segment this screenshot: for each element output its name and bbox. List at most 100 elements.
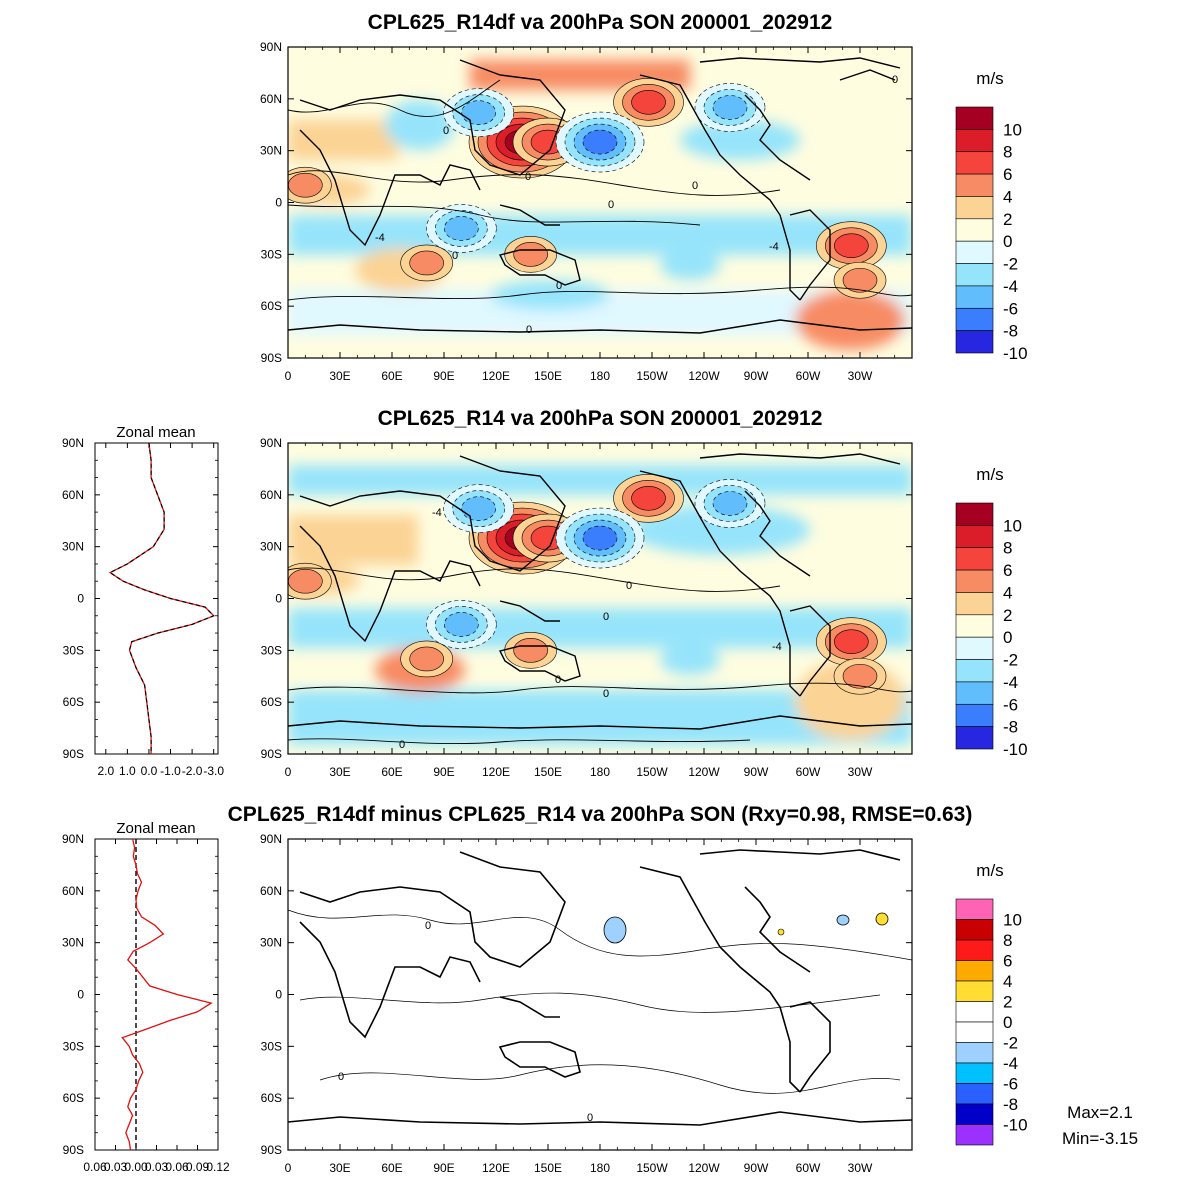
bottom-colorbar-label: 2 — [1003, 993, 1012, 1012]
top-positive-contour — [288, 172, 323, 198]
middle-zonal-x-label: -1.0 — [160, 764, 181, 778]
bottom-lat-label: 30N — [260, 936, 282, 950]
middle-zonal-x-label: -2.0 — [182, 764, 203, 778]
middle-zonal-lat-label: 0 — [77, 592, 84, 606]
middle-zonal-mean-frame — [94, 442, 219, 755]
top-colorbar: m/s 10 8 6 4 2 0 -2 -4 -6 -8 -10 — [955, 69, 1028, 363]
top-lat-label: 60N — [260, 92, 282, 106]
middle-lat-label: 60S — [261, 695, 282, 709]
middle-lon-label: 90W — [744, 765, 769, 779]
bottom-lon-label: 30E — [329, 1161, 350, 1175]
top-positive-contour — [409, 250, 444, 276]
top-contour-label: 0 — [526, 324, 532, 336]
bottom-contour-label: 0 — [338, 1071, 344, 1083]
bottom-colorbar-box — [955, 898, 994, 920]
bottom-zonal-lat-label: 30N — [62, 936, 84, 950]
bottom-zonal-lat-label: 0 — [77, 988, 84, 1002]
middle-colorbar-box — [955, 659, 994, 683]
middle-zero-contours — [287, 567, 913, 745]
middle-panel: CPL625_R14 va 200hPa SON 200001_202912 — [62, 407, 913, 779]
bottom-zonal-x-label: 0.12 — [206, 1160, 230, 1174]
top-lon-label: 30W — [848, 369, 873, 383]
bottom-colorbar-label: 0 — [1003, 1013, 1012, 1032]
bottom-zonal-x-label: 0.06 — [165, 1160, 189, 1174]
top-colorbar-box — [955, 106, 994, 130]
top-lat-label: 30S — [261, 247, 282, 261]
top-negative-contour — [582, 129, 618, 155]
top-asia-negative — [385, 100, 455, 150]
middle-positive-contour — [513, 638, 548, 663]
middle-contour-label: -4 — [772, 641, 782, 653]
bottom-zonal-x-label: 0.09 — [186, 1160, 210, 1174]
top-colorbar-label: 0 — [1003, 232, 1012, 251]
top-eurasia-positive — [288, 120, 398, 160]
top-colorbar-label: 8 — [1003, 143, 1012, 162]
middle-tropical-negative-band — [288, 608, 912, 648]
middle-zonal-lat-label: 90N — [62, 436, 84, 450]
middle-colorbar-box — [955, 614, 994, 638]
middle-negative-contour — [444, 612, 479, 637]
middle-colorbar-label: 0 — [1003, 628, 1012, 647]
bottom-colorbar-box — [955, 1083, 994, 1105]
top-contour-labels: 0 0 0 0 0 0 0 0 -4 -4 — [375, 74, 898, 336]
top-contour-label: 0 — [692, 180, 698, 192]
top-colorbar-box — [955, 307, 994, 331]
middle-contour-labels: 0 0 0 0 0 -4 -4 — [399, 507, 782, 751]
middle-lon-label: 150W — [636, 765, 668, 779]
middle-lat-label: 30S — [261, 643, 282, 657]
top-colorbar-box — [955, 240, 994, 264]
middle-colorbar-box — [955, 681, 994, 705]
top-lat-label: 90S — [261, 351, 282, 365]
bottom-colorbar-label: 10 — [1003, 911, 1022, 930]
middle-negative-contour — [712, 491, 748, 516]
middle-colorbar-box — [955, 569, 994, 593]
middle-lon-label: 30W — [848, 765, 873, 779]
bottom-colorbar-box — [955, 960, 994, 982]
top-contour-label: 0 — [525, 171, 531, 183]
bottom-negative-anomaly — [603, 916, 627, 944]
bottom-zonal-x-label: 0.00 — [124, 1160, 148, 1174]
bottom-zonal-mean-plot: 90N60N30N030S60S90S0.060.030.000.030.060… — [62, 832, 230, 1174]
top-colorbar-label: -8 — [1003, 322, 1018, 341]
middle-colorbar-unit: m/s — [976, 465, 1003, 484]
top-colorbar-box — [955, 263, 994, 287]
top-colorbar-label: 6 — [1003, 165, 1012, 184]
middle-lat-label: 30N — [260, 540, 282, 554]
bottom-lat-label: 90N — [260, 832, 282, 846]
top-colorbar-label: -4 — [1003, 277, 1018, 296]
bottom-contour-label: 0 — [425, 920, 431, 932]
bottom-negative-anomaly — [836, 914, 850, 926]
top-colorbar-box — [955, 218, 994, 242]
top-negative-contour — [444, 216, 479, 241]
middle-zonal-lat-label: 30N — [62, 540, 84, 554]
bottom-colorbar-label: -8 — [1003, 1095, 1018, 1114]
middle-zonal-x-label: 1.0 — [119, 764, 136, 778]
middle-colorbar-box — [955, 703, 994, 727]
top-title: CPL625_R14df va 200hPa SON 200001_202912 — [368, 11, 833, 34]
top-lon-label: 90W — [744, 369, 769, 383]
middle-colorbar-box — [955, 726, 994, 750]
middle-positive-contour — [409, 646, 444, 672]
middle-zonal-x-label: 0.0 — [141, 764, 158, 778]
bottom-lon-label: 30W — [848, 1161, 873, 1175]
middle-lon-label: 90E — [433, 765, 454, 779]
middle-lon-label: 120W — [688, 765, 720, 779]
middle-colorbar: m/s 10 8 6 4 2 0 -2 -4 -6 -8 -10 — [955, 465, 1028, 759]
top-field — [288, 60, 912, 350]
bottom-zero-contours — [287, 909, 913, 1094]
bottom-lon-label: 90E — [433, 1161, 454, 1175]
middle-lat-label: 90S — [261, 747, 282, 761]
middle-colorbar-label: -2 — [1003, 651, 1018, 670]
top-colorbar-box — [955, 173, 994, 197]
bottom-zonal-x-label: 0.03 — [145, 1160, 169, 1174]
middle-zonal-mean-title: Zonal mean — [116, 424, 195, 441]
top-lon-label: 90E — [433, 369, 454, 383]
bottom-colorbar-box — [955, 1001, 994, 1023]
top-colorbar-label: -10 — [1003, 344, 1028, 363]
middle-colorbar-label: 10 — [1003, 516, 1022, 535]
top-lon-label: 150W — [636, 369, 668, 383]
middle-zonal-lat-label: 90S — [63, 747, 84, 761]
bottom-colorbar-box — [955, 1103, 994, 1125]
